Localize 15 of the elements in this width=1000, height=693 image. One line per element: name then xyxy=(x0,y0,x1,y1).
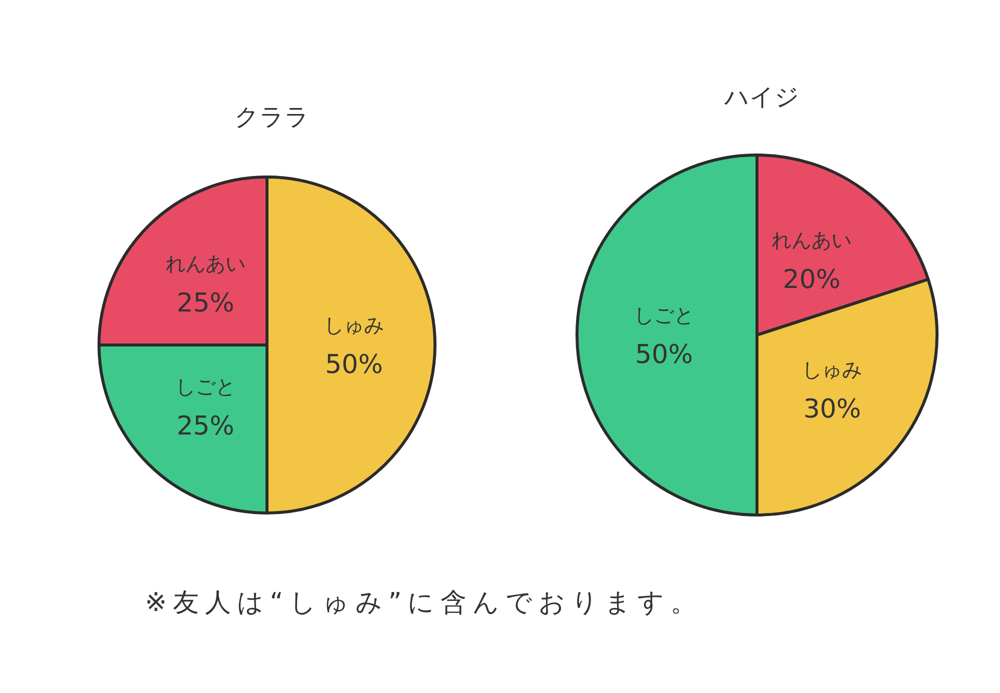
chart-title: クララ xyxy=(234,103,310,131)
text: ※友人は“しゅみ”に含んでおります。 xyxy=(145,587,703,620)
data-label: 25% xyxy=(176,412,234,442)
data-label: 20% xyxy=(782,264,841,295)
data-label: 50% xyxy=(635,340,693,370)
chart-title: ハイジ xyxy=(724,83,800,111)
slice-label: しゅみ xyxy=(324,313,384,337)
slice-label: しごと xyxy=(634,303,694,327)
data-label: 25% xyxy=(176,288,234,318)
slice-label: しごと xyxy=(175,374,236,399)
slice-label: れんあい xyxy=(165,251,246,276)
slice-label: れんあい xyxy=(772,228,852,252)
slice-label: しゅみ xyxy=(802,358,862,382)
data-label: 50% xyxy=(325,350,383,380)
data-label: 30% xyxy=(803,394,862,425)
